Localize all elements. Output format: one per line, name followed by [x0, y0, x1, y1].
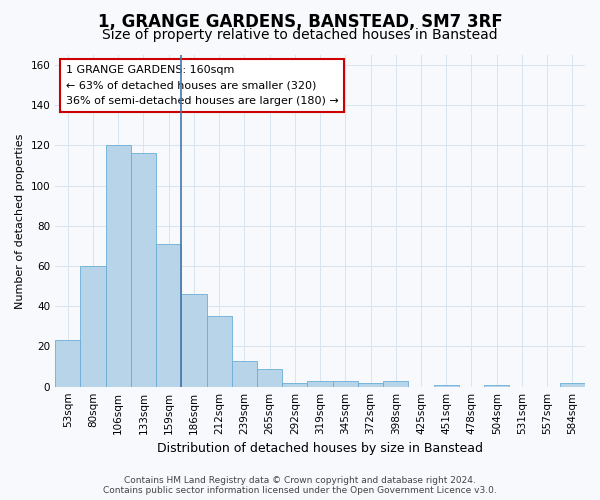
Text: Contains HM Land Registry data © Crown copyright and database right 2024.
Contai: Contains HM Land Registry data © Crown c… [103, 476, 497, 495]
Bar [434, 384, 459, 386]
Bar [307, 380, 332, 386]
Bar [106, 146, 131, 386]
Bar [181, 294, 206, 386]
Bar [560, 382, 585, 386]
Bar [358, 382, 383, 386]
Text: 1, GRANGE GARDENS, BANSTEAD, SM7 3RF: 1, GRANGE GARDENS, BANSTEAD, SM7 3RF [98, 12, 502, 30]
Bar [206, 316, 232, 386]
Bar [55, 340, 80, 386]
Text: 1 GRANGE GARDENS: 160sqm
← 63% of detached houses are smaller (320)
36% of semi-: 1 GRANGE GARDENS: 160sqm ← 63% of detach… [66, 65, 338, 106]
Bar [131, 154, 156, 386]
Bar [232, 360, 257, 386]
Bar [383, 380, 409, 386]
Bar [332, 380, 358, 386]
Bar [484, 384, 509, 386]
Bar [80, 266, 106, 386]
Bar [257, 368, 282, 386]
Y-axis label: Number of detached properties: Number of detached properties [15, 133, 25, 308]
X-axis label: Distribution of detached houses by size in Banstead: Distribution of detached houses by size … [157, 442, 483, 455]
Bar [156, 244, 181, 386]
Text: Size of property relative to detached houses in Banstead: Size of property relative to detached ho… [102, 28, 498, 42]
Bar [282, 382, 307, 386]
